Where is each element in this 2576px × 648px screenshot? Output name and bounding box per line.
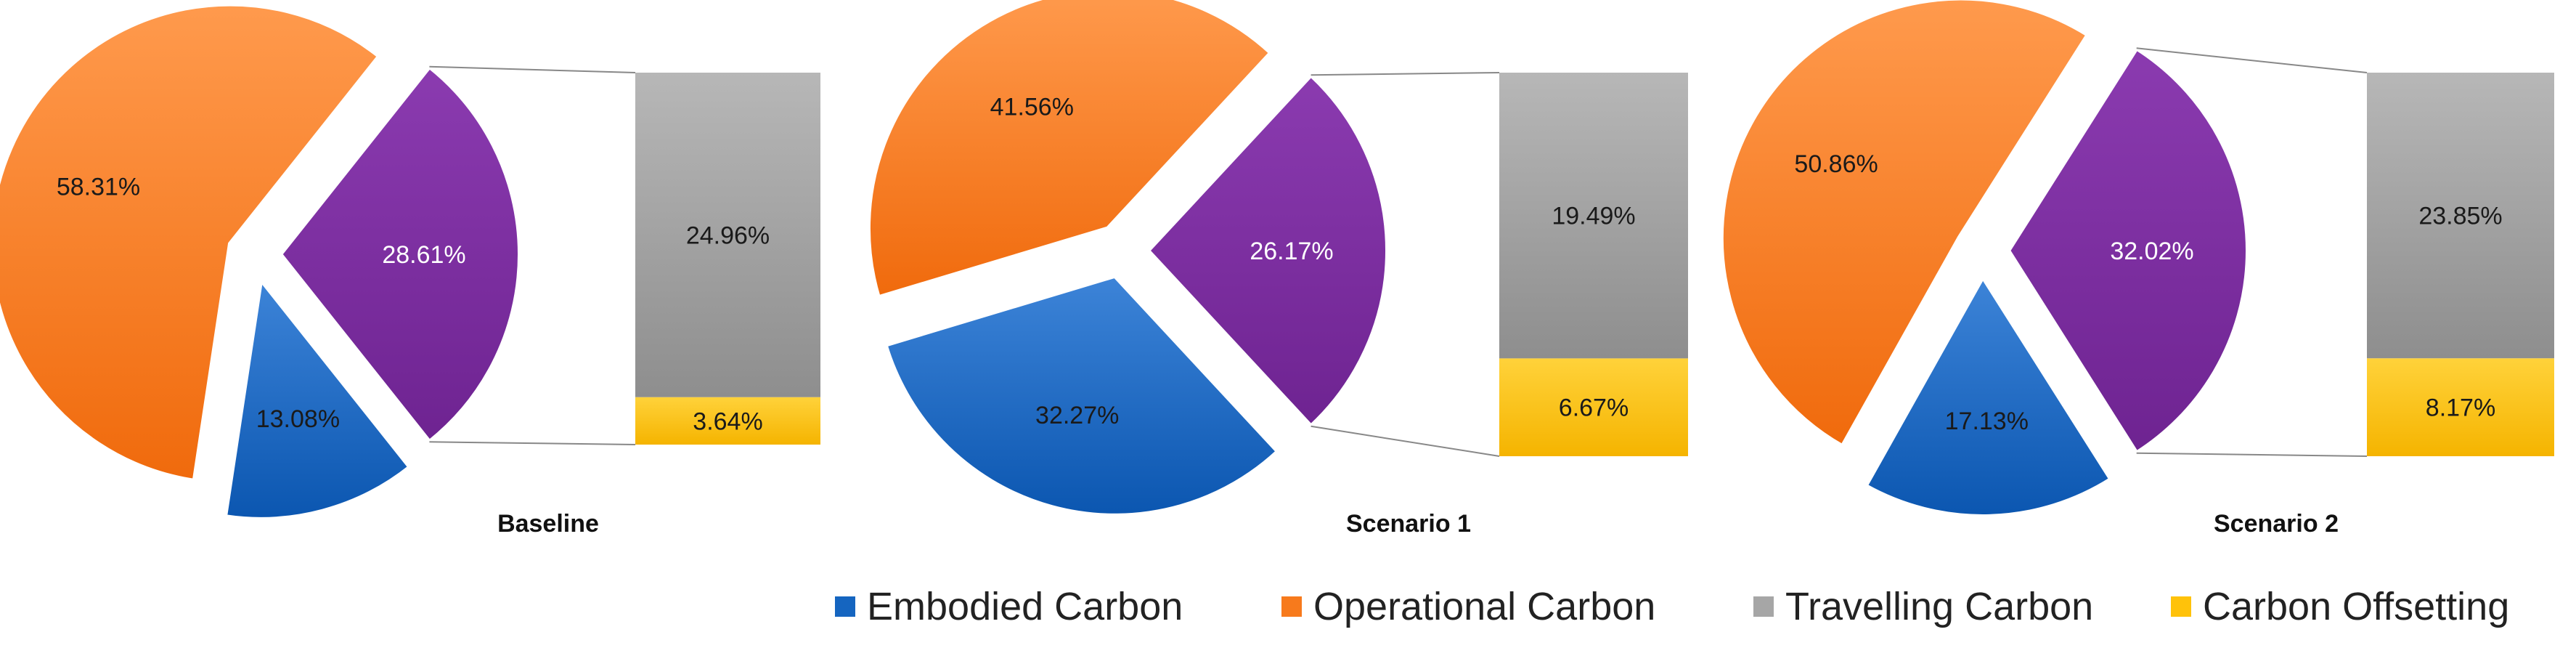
connector-line-top (2136, 47, 2368, 73)
pie-slice-operational-carbon (0, 1, 383, 484)
bar-label-travelling-carbon: 24.96% (686, 222, 770, 249)
bar-segment-travelling-carbon (1499, 73, 1688, 359)
pie-label-travelling-carbon-carbon-offsetting: 28.61% (382, 241, 465, 269)
pie-label-embodied-carbon: 13.08% (256, 405, 340, 433)
pie-label-embodied-carbon: 32.27% (1035, 402, 1119, 429)
bar-label-travelling-carbon: 19.49% (1552, 203, 1635, 230)
pie-slice-operational-carbon (1719, 0, 2091, 450)
connector-line-top (1311, 72, 1500, 76)
pie-label-travelling-carbon-carbon-offsetting: 26.17% (1250, 238, 1333, 265)
connector-line-bottom (2136, 452, 2368, 457)
pie-label-embodied-carbon: 17.13% (1945, 408, 2029, 435)
chart-baseline: 28.61% 13.08% 58.31% 24.96% 3.64% Baseline (0, 1, 820, 538)
bar-segment-carbon-offsetting (635, 397, 820, 445)
pie-label-travelling-carbon-carbon-offsetting: 32.02% (2110, 238, 2193, 265)
pie-label-operational-carbon: 41.56% (990, 93, 1074, 121)
pie-slice-travelling-carbon-carbon-offsetting (2005, 45, 2250, 456)
connector-line-bottom (429, 441, 636, 445)
chart-title: Scenario 1 (1346, 510, 1471, 538)
bar-segment-carbon-offsetting (1499, 358, 1688, 456)
pie-slice-travelling-carbon-carbon-offsetting (1144, 71, 1390, 430)
bar-segment-travelling-carbon (635, 73, 820, 397)
bar-label-carbon-offsetting: 3.64% (693, 408, 762, 435)
bar-label-carbon-offsetting: 6.67% (1559, 394, 1629, 422)
pie-label-operational-carbon: 50.86% (1794, 150, 1878, 178)
pie-slice-embodied-carbon (222, 274, 413, 522)
bar-label-carbon-offsetting: 8.17% (2426, 394, 2495, 422)
chart-title: Scenario 2 (2214, 510, 2339, 538)
bar-label-travelling-carbon: 23.85% (2418, 203, 2502, 230)
bar-segment-carbon-offsetting (2367, 358, 2554, 456)
chart-title: Baseline (497, 510, 599, 538)
pie-slice-operational-carbon (865, 0, 1274, 301)
pie-slice-travelling-carbon-carbon-offsetting (277, 63, 523, 445)
chart-scenario-1: 26.17% 32.27% 41.56% 19.49% 6.67% Scenario 1 (865, 0, 1688, 538)
connector-line-top (429, 65, 636, 73)
pie-slice-embodied-carbon (882, 273, 1281, 518)
pie-slice-embodied-carbon (1862, 272, 2114, 519)
bar-segment-travelling-carbon (2367, 73, 2554, 359)
connector-line-bottom (1311, 425, 1500, 457)
pie-label-operational-carbon: 58.31% (57, 174, 140, 201)
chart-scenario-2: 32.02% 17.13% 50.86% 23.85% 8.17% Scenario 2 (1719, 0, 2554, 538)
